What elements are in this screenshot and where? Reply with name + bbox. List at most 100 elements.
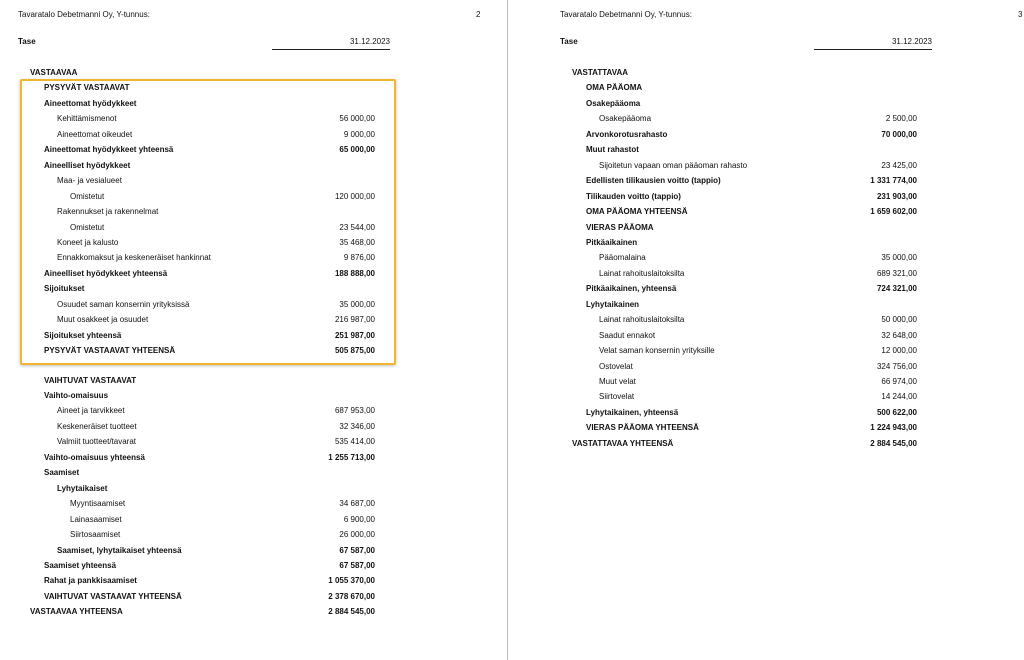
row-label: Siirtosaamiset (70, 530, 121, 540)
row-label: Lainasaamiset (70, 514, 122, 524)
row-value: 231 903,00 (876, 191, 917, 201)
row-label: Vaihto-omaisuus (44, 391, 109, 400)
row-value: 324 756,00 (876, 361, 917, 371)
row-label: Rakennukset ja rakennelmat (57, 207, 159, 217)
row-value: 500 622,00 (876, 407, 917, 417)
row-value: 66 974,00 (881, 377, 917, 386)
row-value: 1 055 370,00 (328, 576, 375, 586)
row-value: 67 587,00 (339, 560, 375, 570)
row-label: Muut rahastot (586, 145, 639, 155)
row-label: Aineet ja tarvikkeet (57, 406, 125, 416)
header-rule (272, 49, 390, 50)
row-value: 35 468,00 (339, 237, 375, 247)
row-label: Vaihto-omaisuus yhteensä (44, 452, 145, 462)
row-label: Arvonkorotusrahasto (586, 129, 668, 139)
row-value: 70 000,00 (881, 129, 917, 139)
row-value: 23 425,00 (881, 160, 917, 170)
row-label: Pääomalaina (599, 253, 646, 263)
row-label: Aineettomat oikeudet (57, 129, 133, 139)
row-value: 35 000,00 (881, 253, 917, 263)
row-label: PYSYVÄT VASTAAVAT (44, 83, 130, 93)
row-label: Pitkäaikainen, yhteensä (586, 284, 677, 294)
row-label: Kehittämismenot (57, 114, 117, 124)
row-label: Rahat ja pankkisaamiset (44, 576, 137, 586)
company-name: Tavaratalo Debetmanni Oy, Y-tunnus: (18, 10, 150, 19)
row-label: Aineettomat hyödykkeet yhteensä (44, 145, 174, 155)
row-label: Saamiset, lyhytaikaiset yhteensä (57, 545, 182, 555)
row-label: Osakepääoma (599, 114, 652, 124)
row-value: 689 321,00 (876, 268, 917, 278)
row-value: 2 884 545,00 (870, 438, 917, 448)
row-value: 1 224 943,00 (870, 423, 917, 433)
row-value: 724 321,00 (876, 284, 917, 294)
row-value: 9 000,00 (343, 129, 375, 139)
row-label: VASTATTAVAA YHTEENSÄ (572, 438, 674, 448)
row-value: 34 687,00 (339, 499, 375, 509)
row-label: Ostovelat (599, 361, 633, 371)
row-label: VASTAAVAA (30, 68, 78, 77)
row-label: Ennakkomaksut ja keskeneräiset hankinnat (57, 253, 211, 263)
row-value: 1 255 713,00 (328, 452, 375, 462)
row-label: Omistetut (70, 191, 105, 201)
row-label: Lyhytaikaiset (57, 483, 108, 493)
row-value: 2 884 545,00 (328, 607, 375, 617)
highlight-box (20, 79, 396, 365)
page-number: 3 (1018, 10, 1023, 19)
row-label: Osakepääoma (586, 98, 641, 108)
row-value: 2 500,00 (885, 114, 917, 124)
row-value: 32 648,00 (881, 330, 917, 340)
row-value: 535 414,00 (334, 437, 375, 447)
column-date: 31.12.2023 (891, 37, 932, 46)
row-label: Sijoitukset yhteensä (44, 330, 122, 340)
row-value: 50 000,00 (881, 315, 917, 325)
row-value: 26 000,00 (339, 530, 375, 540)
row-value: 56 000,00 (339, 114, 375, 124)
row-label: Osuudet saman konsernin yrityksissä (57, 299, 190, 309)
row-label: VAIHTUVAT VASTAAVAT (44, 375, 137, 385)
row-value: 1 331 774,00 (870, 176, 917, 186)
row-value: 65 000,00 (339, 145, 375, 155)
row-label: OMA PÄÄOMA (586, 83, 643, 93)
row-value: 12 000,00 (881, 346, 917, 356)
row-value: 687 953,00 (334, 406, 375, 416)
row-value: 9 876,00 (343, 253, 375, 263)
row-label: Muut velat (599, 377, 636, 386)
row-label: Aineelliset hyödykkeet (44, 160, 131, 170)
row-value: 23 544,00 (339, 222, 375, 232)
row-label: Muut osakkeet ja osuudet (57, 315, 149, 325)
row-label: OMA PÄÄOMA YHTEENSÄ (586, 207, 688, 217)
row-label: Aineelliset hyödykkeet yhteensä (44, 268, 168, 278)
row-label: Saadut ennakot (599, 330, 656, 340)
row-label: Lyhytaikainen, yhteensä (586, 407, 679, 417)
row-value: 35 000,00 (339, 299, 375, 309)
row-label: Omistetut (70, 222, 105, 232)
row-label: Keskeneräiset tuotteet (57, 421, 137, 431)
row-label: Lyhytaikainen (586, 299, 640, 309)
row-label: Myyntisaamiset (70, 499, 126, 509)
row-label: Sijoitukset (44, 284, 85, 294)
row-label: Valmiit tuotteet/tavarat (57, 437, 136, 447)
row-value: 505 875,00 (334, 346, 375, 356)
row-value: 14 244,00 (881, 392, 917, 402)
page: Tavaratalo Debetmanni Oy, Y-tunnus: 2 Tase… (0, 0, 506, 660)
row-value: 251 987,00 (334, 330, 375, 340)
row-label: VIERAS PÄÄOMA (586, 222, 654, 232)
row-label: VASTATTAVAA (572, 68, 628, 77)
page-divider (507, 0, 508, 660)
row-label: PYSYVÄT VASTAAVAT YHTEENSÄ (44, 346, 176, 356)
row-label: Edellisten tilikausien voitto (tappio) (586, 176, 721, 186)
row-label: Aineettomat hyödykkeet (44, 98, 137, 108)
row-label: Maa- ja vesialueet (57, 176, 122, 186)
row-label: Saamiset yhteensä (44, 560, 117, 570)
row-value: 67 587,00 (339, 545, 375, 555)
row-label: VASTAAVAA YHTEENSA (30, 607, 123, 617)
row-label: Sijoitetun vapaan oman pääoman rahasto (599, 160, 748, 170)
row-value: 2 378 670,00 (328, 591, 375, 601)
row-label: VAIHTUVAT VASTAAVAT YHTEENSÄ (44, 591, 182, 601)
row-label: Pitkäaikainen (586, 237, 638, 247)
row-label: Saamiset (44, 468, 80, 478)
row-label: Lainat rahoituslaitoksilta (599, 268, 685, 278)
row-value: 1 659 602,00 (870, 207, 917, 217)
page: Tavaratalo Debetmanni Oy, Y-tunnus: 3 Tase… (542, 0, 1024, 660)
